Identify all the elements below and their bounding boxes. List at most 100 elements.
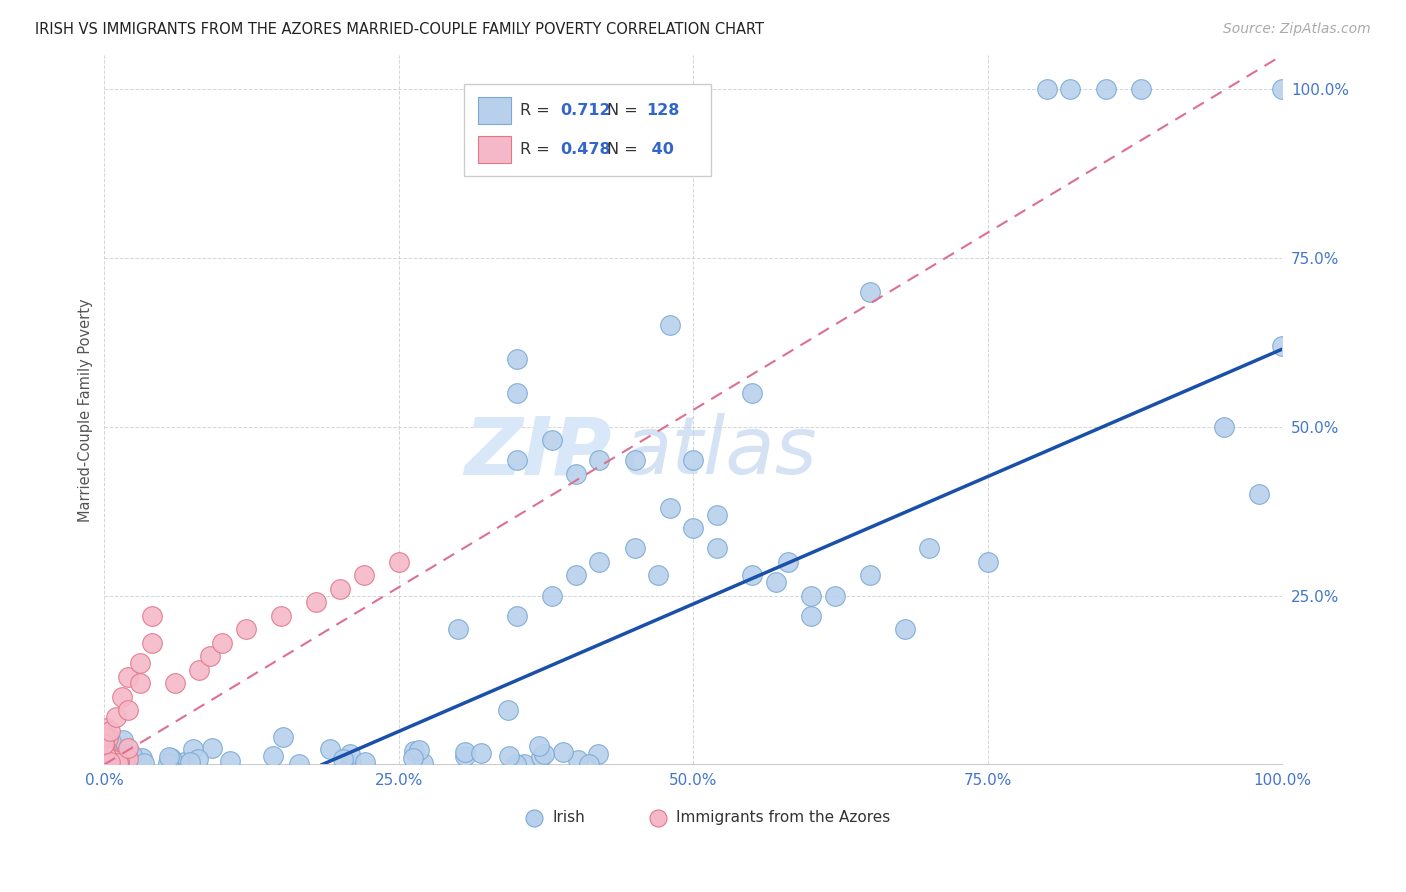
Point <box>354 756 377 770</box>
Point <box>262 749 284 764</box>
Point <box>100 749 122 764</box>
Point <box>553 745 575 759</box>
Point <box>94 756 117 771</box>
Point <box>527 739 550 753</box>
Point <box>93 730 115 744</box>
Point <box>97 755 120 769</box>
Point <box>506 352 529 367</box>
Point <box>93 747 115 762</box>
Point <box>114 756 136 771</box>
Point <box>111 753 134 767</box>
Point <box>103 756 125 770</box>
Point <box>586 747 609 761</box>
Point <box>567 753 589 767</box>
Text: ZIP: ZIP <box>464 413 612 491</box>
Point <box>104 757 127 772</box>
Point <box>270 608 292 623</box>
Point <box>94 756 117 770</box>
Point <box>94 756 117 770</box>
Point <box>97 756 120 770</box>
Point <box>103 756 125 770</box>
Point <box>96 728 118 742</box>
Point <box>103 745 125 759</box>
Point <box>496 703 519 717</box>
Point <box>470 746 492 760</box>
Point <box>107 756 129 770</box>
Point <box>706 508 728 522</box>
Point <box>454 748 477 763</box>
Point <box>100 754 122 768</box>
Point <box>112 747 135 761</box>
Point <box>98 756 121 771</box>
Text: Source: ZipAtlas.com: Source: ZipAtlas.com <box>1223 22 1371 37</box>
Point <box>93 737 115 751</box>
Point <box>117 670 139 684</box>
Point <box>103 751 125 765</box>
Point <box>111 690 134 704</box>
Point <box>1212 419 1234 434</box>
Point <box>319 741 342 756</box>
Point <box>1094 82 1116 96</box>
Point <box>100 753 122 767</box>
Point <box>530 749 553 764</box>
Point <box>117 741 139 756</box>
Point <box>96 755 118 769</box>
Point <box>505 757 527 772</box>
Point <box>97 754 120 768</box>
Point <box>173 755 195 769</box>
Point <box>97 747 120 762</box>
Point <box>287 756 309 771</box>
Point <box>1059 82 1081 96</box>
Point <box>93 744 115 758</box>
Point <box>111 756 134 771</box>
Point <box>859 285 882 299</box>
Point <box>107 756 129 770</box>
Point <box>105 751 128 765</box>
Point <box>454 745 477 759</box>
Point <box>578 756 600 771</box>
Point <box>564 467 586 481</box>
Point <box>506 385 529 400</box>
Point <box>682 521 704 535</box>
Point <box>103 756 125 771</box>
Point <box>94 753 117 767</box>
Point <box>623 541 645 556</box>
Point <box>105 755 128 769</box>
Point <box>100 735 122 749</box>
Text: Immigrants from the Azores: Immigrants from the Azores <box>676 810 890 825</box>
Point <box>894 623 917 637</box>
Point <box>105 751 128 765</box>
Point <box>110 756 132 770</box>
Point <box>305 595 328 609</box>
Point <box>412 756 434 771</box>
Point <box>121 747 143 762</box>
Point <box>98 753 121 767</box>
Point <box>765 575 787 590</box>
Point <box>404 744 426 758</box>
Point <box>332 752 354 766</box>
Point <box>112 733 135 747</box>
Point <box>100 747 122 761</box>
Point <box>96 756 118 771</box>
Point <box>104 753 127 767</box>
Point <box>98 755 121 769</box>
Point <box>103 753 125 767</box>
Point <box>523 808 546 822</box>
Point <box>101 755 124 769</box>
Text: 0.478: 0.478 <box>561 142 612 157</box>
Point <box>96 748 118 763</box>
Point <box>105 751 128 765</box>
Point <box>97 756 120 771</box>
Point <box>1036 82 1059 96</box>
Point <box>533 747 555 761</box>
Point <box>201 740 224 755</box>
Point <box>506 608 529 623</box>
Point <box>741 568 763 582</box>
Point <box>94 750 117 764</box>
Point <box>98 743 121 757</box>
Text: R =: R = <box>520 142 555 157</box>
Point <box>388 555 411 569</box>
Point <box>353 568 375 582</box>
Point <box>647 568 669 582</box>
Point <box>512 757 534 772</box>
